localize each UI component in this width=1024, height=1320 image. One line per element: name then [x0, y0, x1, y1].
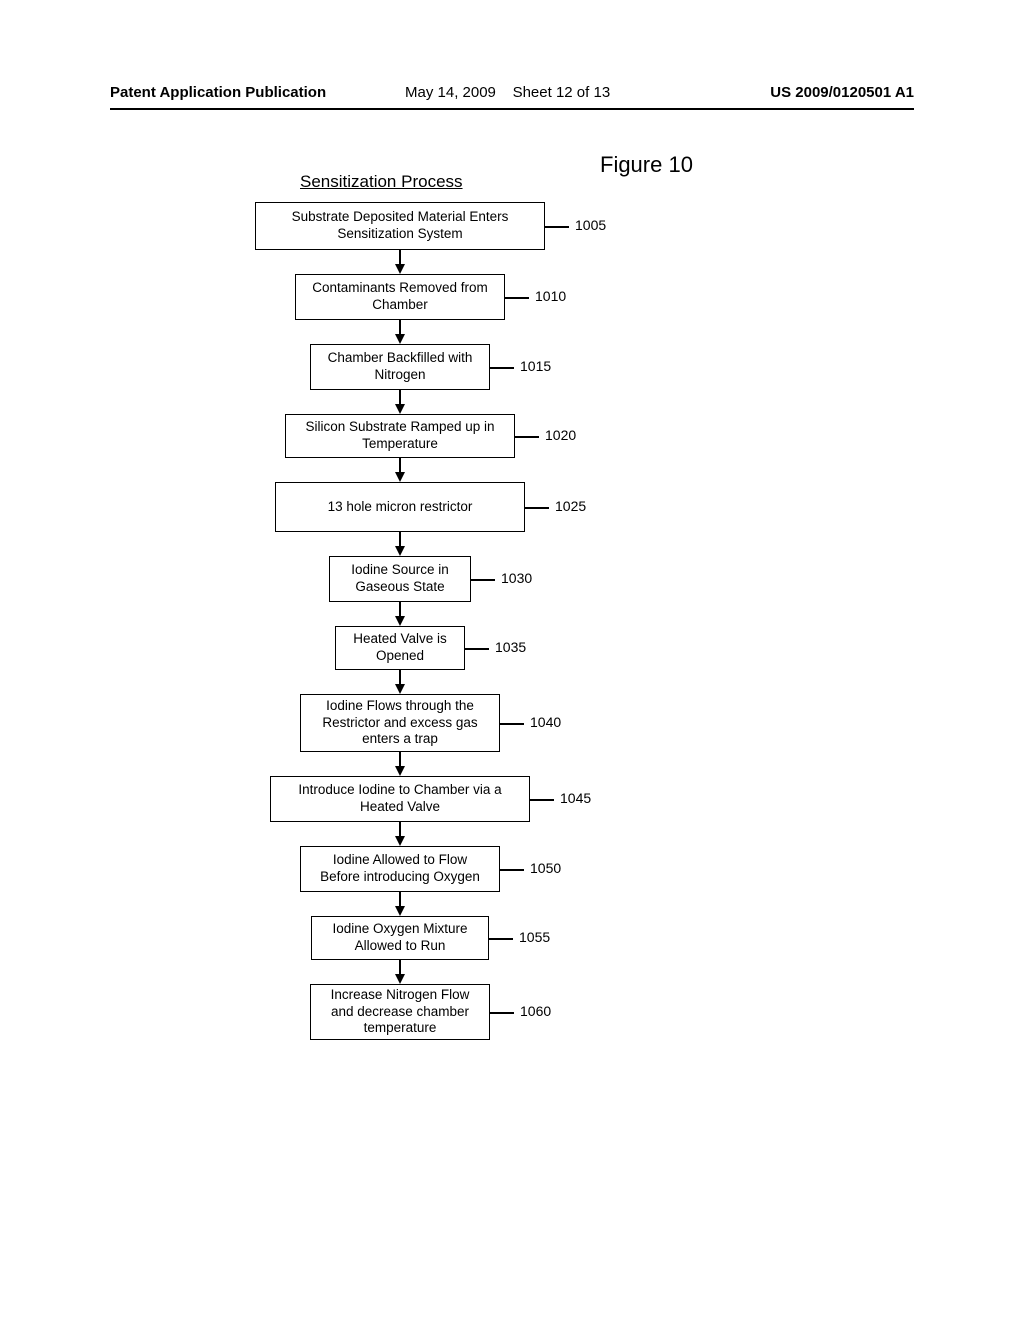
header-left-text: Patent Application Publication — [110, 84, 326, 101]
flow-arrow — [399, 458, 401, 472]
flow-step-1035: Heated Valve isOpened — [335, 626, 465, 670]
flow-step-1040: Iodine Flows through theRestrictor and e… — [300, 694, 500, 752]
ref-leader — [490, 1012, 514, 1014]
flow-arrowhead — [395, 546, 405, 556]
flow-step-text: Contaminants Removed from — [312, 280, 488, 297]
ref-leader — [530, 799, 554, 801]
flow-step-text: Gaseous State — [355, 579, 444, 596]
ref-number-1035: 1035 — [495, 639, 526, 655]
ref-number-1020: 1020 — [545, 427, 576, 443]
flow-arrow — [399, 532, 401, 546]
flow-arrow — [399, 892, 401, 906]
flow-step-1010: Contaminants Removed fromChamber — [295, 274, 505, 320]
flow-step-1030: Iodine Source inGaseous State — [329, 556, 471, 602]
header-publication: Patent Application Publication — [110, 84, 326, 101]
flow-step-text: Introduce Iodine to Chamber via a — [298, 782, 501, 799]
ref-number-1025: 1025 — [555, 498, 586, 514]
header-mid: May 14, 2009 Sheet 12 of 13 — [405, 84, 610, 101]
flow-step-text: Allowed to Run — [355, 938, 446, 955]
ref-number-1060: 1060 — [520, 1003, 551, 1019]
flow-arrowhead — [395, 472, 405, 482]
ref-number-1015: 1015 — [520, 358, 551, 374]
flow-step-text: Iodine Allowed to Flow — [333, 852, 467, 869]
flow-step-1020: Silicon Substrate Ramped up inTemperatur… — [285, 414, 515, 458]
ref-number-1045: 1045 — [560, 790, 591, 806]
flow-arrow — [399, 320, 401, 334]
ref-number-1040: 1040 — [530, 714, 561, 730]
ref-leader — [515, 436, 539, 438]
flow-step-text: Increase Nitrogen Flow — [331, 987, 470, 1004]
ref-number-1010: 1010 — [535, 288, 566, 304]
flow-arrow — [399, 390, 401, 404]
flow-arrow — [399, 250, 401, 264]
flow-step-text: 13 hole micron restrictor — [328, 499, 473, 516]
flow-arrowhead — [395, 766, 405, 776]
flow-step-1045: Introduce Iodine to Chamber via aHeated … — [270, 776, 530, 822]
page: Patent Application Publication May 14, 2… — [0, 0, 1024, 1320]
figure-label: Figure 10 — [600, 152, 693, 178]
ref-leader — [489, 938, 513, 940]
ref-leader — [505, 297, 529, 299]
flow-arrow — [399, 960, 401, 974]
flow-arrowhead — [395, 264, 405, 274]
flow-step-text: Iodine Oxygen Mixture — [332, 921, 467, 938]
flow-step-1025: 13 hole micron restrictor — [275, 482, 525, 532]
flow-step-text: Chamber — [372, 297, 428, 314]
diagram-title: Sensitization Process — [300, 172, 463, 192]
flow-arrow — [399, 822, 401, 836]
flow-arrow — [399, 752, 401, 766]
flow-step-text: enters a trap — [362, 731, 438, 748]
flow-arrowhead — [395, 404, 405, 414]
ref-number-1005: 1005 — [575, 217, 606, 233]
flow-arrow — [399, 670, 401, 684]
ref-leader — [490, 367, 514, 369]
ref-leader — [500, 869, 524, 871]
flow-step-text: Chamber Backfilled with — [328, 350, 473, 367]
flow-arrow — [399, 602, 401, 616]
ref-number-1050: 1050 — [530, 860, 561, 876]
flow-step-text: Sensitization System — [337, 226, 462, 243]
ref-leader — [471, 579, 495, 581]
ref-leader — [525, 507, 549, 509]
flow-arrowhead — [395, 836, 405, 846]
flow-step-text: Silicon Substrate Ramped up in — [305, 419, 494, 436]
flow-step-1060: Increase Nitrogen Flowand decrease chamb… — [310, 984, 490, 1040]
ref-number-1030: 1030 — [501, 570, 532, 586]
flow-step-text: Heated Valve is — [353, 631, 447, 648]
header-sheet: Sheet 12 of 13 — [513, 84, 611, 101]
flow-step-1015: Chamber Backfilled withNitrogen — [310, 344, 490, 390]
flow-step-text: Iodine Flows through the — [326, 698, 474, 715]
ref-leader — [500, 723, 524, 725]
flow-step-text: Substrate Deposited Material Enters — [292, 209, 509, 226]
flow-step-text: Before introducing Oxygen — [320, 869, 480, 886]
flow-step-text: Nitrogen — [374, 367, 425, 384]
flow-step-1055: Iodine Oxygen MixtureAllowed to Run — [311, 916, 489, 960]
ref-leader — [465, 648, 489, 650]
ref-leader — [545, 226, 569, 228]
flow-step-1050: Iodine Allowed to FlowBefore introducing… — [300, 846, 500, 892]
header-row: Patent Application Publication May 14, 2… — [110, 82, 914, 110]
header-date: May 14, 2009 — [405, 84, 496, 101]
flow-arrowhead — [395, 616, 405, 626]
ref-number-1055: 1055 — [519, 929, 550, 945]
flow-step-text: temperature — [364, 1020, 437, 1037]
flow-arrowhead — [395, 974, 405, 984]
flow-step-text: Temperature — [362, 436, 438, 453]
flow-step-1005: Substrate Deposited Material EntersSensi… — [255, 202, 545, 250]
flow-step-text: Iodine Source in — [351, 562, 449, 579]
flow-arrowhead — [395, 684, 405, 694]
flow-step-text: Heated Valve — [360, 799, 440, 816]
flow-step-text: and decrease chamber — [331, 1004, 469, 1021]
flow-step-text: Opened — [376, 648, 424, 665]
flow-arrowhead — [395, 334, 405, 344]
flow-arrowhead — [395, 906, 405, 916]
header-pubno: US 2009/0120501 A1 — [770, 84, 914, 101]
flow-step-text: Restrictor and excess gas — [322, 715, 477, 732]
